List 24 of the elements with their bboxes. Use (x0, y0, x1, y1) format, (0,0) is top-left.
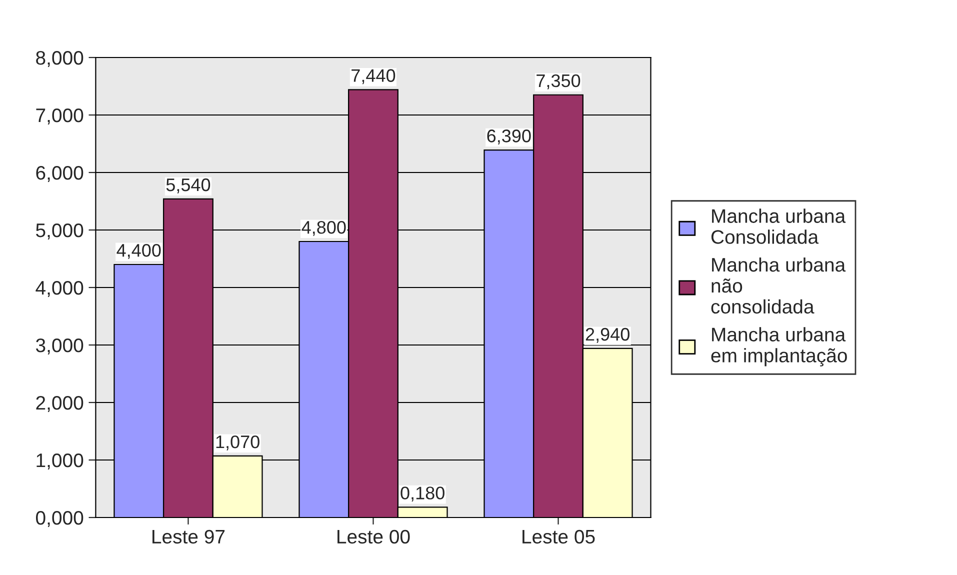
data-label: 4,400 (116, 244, 161, 259)
data-label: 7,440 (352, 69, 396, 84)
data-label: 4,800 (302, 220, 346, 236)
data-label: 6,390 (487, 130, 531, 144)
x-tick-label: Leste 97 (152, 530, 225, 544)
legend-label: Mancha urbana em implantação (711, 327, 847, 366)
y-tick-label: 4,000 (36, 280, 84, 298)
x-tick-label: Leste 00 (338, 530, 410, 544)
data-label: 1,070 (216, 435, 260, 450)
legend-label: Mancha urbana não consolidada (711, 257, 846, 314)
y-tick-label: 0,000 (36, 510, 84, 528)
data-label: 5,540 (166, 178, 210, 194)
y-tick-label: 8,000 (36, 50, 84, 68)
data-label: 2,940 (586, 328, 630, 343)
y-tick-label: 1,000 (36, 453, 84, 470)
y-tick-label: 2,000 (36, 396, 84, 412)
y-tick-label: 7,000 (36, 108, 84, 125)
y-tick-label: 6,000 (36, 166, 84, 182)
x-tick-label: Leste 05 (522, 530, 595, 544)
data-label: 0,180 (400, 486, 444, 502)
data-label: 7,350 (536, 74, 580, 90)
y-tick-label: 3,000 (36, 338, 84, 355)
legend-label: Mancha urbana Consolidada (711, 208, 846, 244)
y-tick-label: 5,000 (36, 223, 84, 240)
